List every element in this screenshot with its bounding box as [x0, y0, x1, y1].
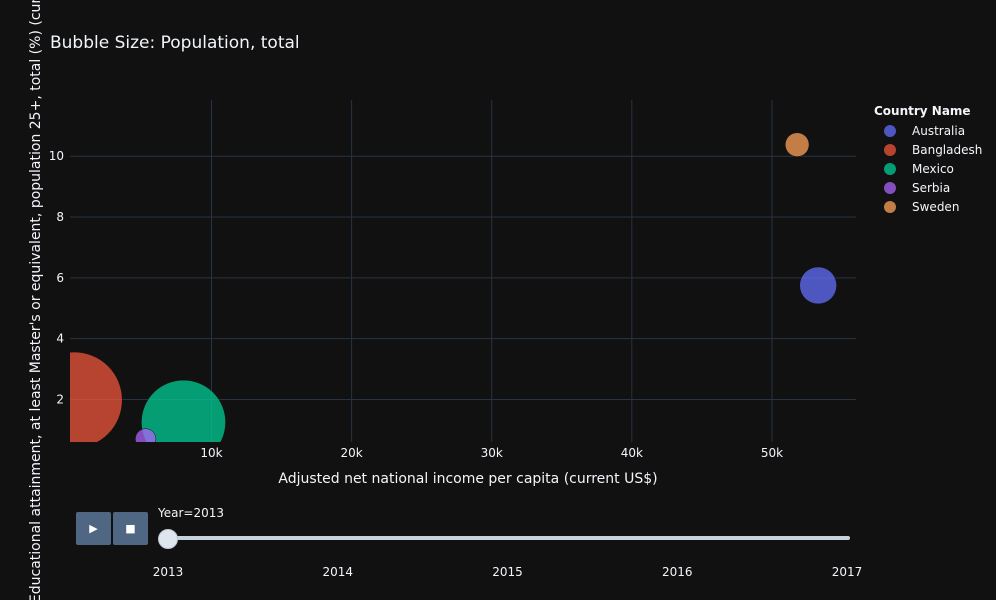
x-tick-label: 10k [200, 446, 222, 460]
x-axis-label: Adjusted net national income per capita … [278, 471, 657, 487]
bubbles [26, 132, 837, 464]
legend-swatch [884, 163, 896, 175]
year-slider-handle[interactable] [158, 529, 178, 549]
year-tick-label[interactable]: 2017 [831, 565, 863, 579]
bubble-australia[interactable] [799, 266, 837, 305]
legend-label: Australia [912, 124, 966, 138]
y-tick-label: 8 [56, 210, 64, 224]
legend-swatch [884, 182, 896, 194]
x-tick-label: 40k [621, 446, 643, 460]
y-tick-label: 2 [56, 392, 64, 406]
year-slider-rail[interactable] [160, 536, 850, 540]
legend-swatch [884, 144, 896, 156]
bubble-bangladesh[interactable] [26, 351, 123, 448]
legend-item-serbia[interactable]: Serbia [884, 179, 950, 197]
play-button[interactable]: ▶ [76, 512, 111, 545]
x-tick-label: 20k [341, 446, 363, 460]
legend-item-australia[interactable]: Australia [884, 122, 965, 140]
bubble-mexico[interactable] [141, 379, 226, 464]
legend-label: Mexico [912, 162, 954, 176]
bubble-sweden[interactable] [784, 132, 810, 157]
year-tick-label[interactable]: 2016 [661, 565, 693, 579]
y-tick-label: 4 [56, 332, 64, 346]
legend-swatch [884, 201, 896, 213]
legend-item-mexico[interactable]: Mexico [884, 160, 954, 178]
bubble-serbia[interactable] [135, 428, 157, 450]
slider-current-value: Year=2013 [158, 506, 224, 520]
play-icon: ▶ [89, 522, 98, 535]
x-tick-label: 50k [761, 446, 783, 460]
legend-title: Country Name [874, 104, 971, 118]
legend-item-bangladesh[interactable]: Bangladesh [884, 141, 982, 159]
year-tick-label[interactable]: 2015 [492, 565, 523, 579]
legend-label: Bangladesh [912, 143, 983, 157]
y-tick-label: 10 [49, 149, 64, 163]
stop-button[interactable]: ■ [113, 512, 148, 545]
chart-title: Bubble Size: Population, total [50, 33, 300, 53]
y-tick-label: 6 [56, 271, 64, 285]
y-axis-label: Educational attainment, at least Master'… [28, 0, 44, 600]
y-tick-labels: 2 4 6 8 10 [49, 149, 64, 406]
year-tick-label[interactable]: 2014 [322, 565, 354, 579]
legend-item-sweden[interactable]: Sweden [884, 198, 959, 216]
stop-icon: ■ [125, 522, 136, 535]
legend-label: Sweden [912, 200, 960, 214]
x-tick-label: 30k [481, 446, 503, 460]
legend-label: Serbia [912, 181, 951, 195]
legend-swatch [884, 125, 896, 137]
x-tick-labels: 10k 20k 30k 40k 50k [200, 446, 783, 460]
year-tick-label[interactable]: 2013 [152, 565, 184, 579]
